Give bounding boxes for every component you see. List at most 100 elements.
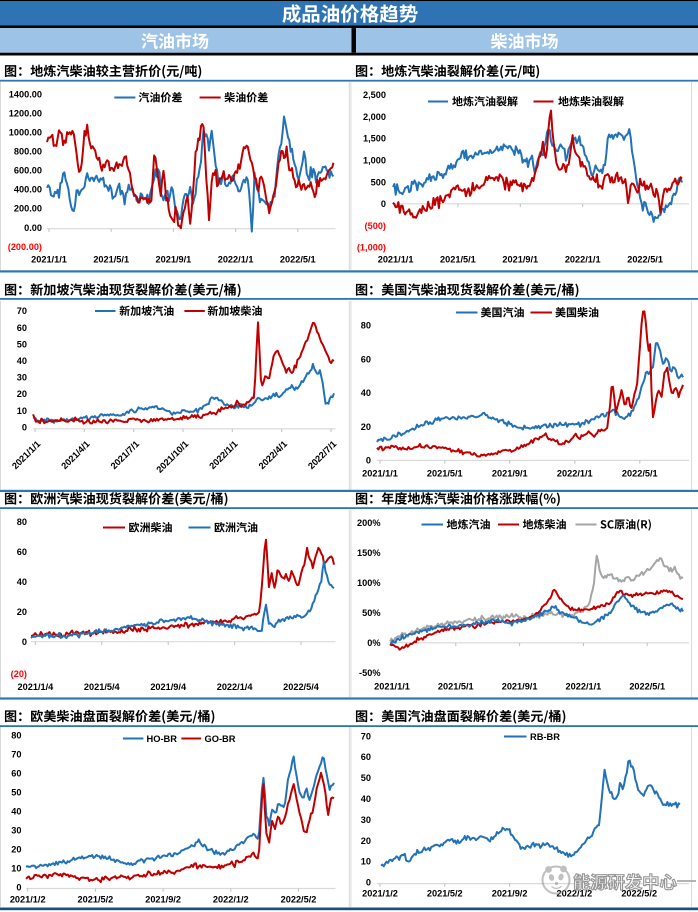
svg-text:2021/5/1: 2021/5/1 (93, 255, 129, 265)
svg-text:2022/5/2: 2022/5/2 (281, 895, 317, 905)
svg-text:0: 0 (22, 422, 27, 432)
svg-text:60: 60 (361, 752, 371, 762)
svg-text:2021/9/1: 2021/9/1 (492, 469, 528, 479)
svg-text:60: 60 (361, 354, 371, 364)
svg-text:2022/5/1: 2022/5/1 (627, 255, 663, 265)
svg-text:GO-BR: GO-BR (205, 734, 236, 744)
svg-text:0: 0 (366, 878, 371, 888)
svg-text:800.00: 800.00 (14, 147, 42, 157)
svg-text:1,500: 1,500 (363, 134, 386, 144)
svg-text:70: 70 (11, 749, 21, 759)
svg-text:-50%: -50% (359, 668, 380, 678)
svg-text:2021/9/2: 2021/9/2 (145, 895, 181, 905)
svg-text:0: 0 (366, 456, 371, 466)
svg-text:1200.00: 1200.00 (9, 108, 42, 118)
svg-text:60: 60 (11, 768, 21, 778)
svg-text:2021/9/1: 2021/9/1 (502, 255, 538, 265)
svg-text:2021/5/4: 2021/5/4 (84, 682, 121, 692)
svg-text:0.00: 0.00 (24, 223, 42, 233)
svg-text:30: 30 (11, 825, 21, 835)
svg-text:2021/1/2: 2021/1/2 (10, 895, 46, 905)
svg-text:2021/1/2: 2021/1/2 (362, 889, 398, 899)
svg-text:0: 0 (381, 199, 386, 209)
svg-text:50%: 50% (362, 608, 380, 618)
svg-text:80: 80 (11, 730, 21, 740)
svg-text:2021/5/2: 2021/5/2 (78, 895, 114, 905)
svg-text:2022/1/1: 2022/1/1 (566, 682, 602, 692)
svg-text:10: 10 (361, 857, 371, 867)
svg-text:2022/1/2: 2022/1/2 (557, 889, 593, 899)
svg-text:2022/1/1: 2022/1/1 (218, 255, 254, 265)
svg-text:2021/9/1: 2021/9/1 (502, 682, 538, 692)
svg-text:2021/1/1: 2021/1/1 (374, 682, 410, 692)
svg-text:1400.00: 1400.00 (9, 89, 42, 99)
svg-text:2021/7/1: 2021/7/1 (109, 439, 141, 471)
svg-text:2021/9/1: 2021/9/1 (156, 255, 192, 265)
svg-text:RB-BR: RB-BR (530, 732, 560, 742)
svg-text:40: 40 (17, 577, 27, 587)
svg-text:400.00: 400.00 (14, 185, 42, 195)
svg-text:50: 50 (17, 339, 27, 349)
svg-text:20: 20 (17, 607, 27, 617)
svg-text:2022/7/1: 2022/7/1 (306, 439, 338, 471)
svg-text:(500): (500) (365, 221, 386, 231)
svg-text:1000.00: 1000.00 (9, 127, 42, 137)
svg-text:2022/1/4: 2022/1/4 (217, 682, 254, 692)
svg-text:60: 60 (17, 547, 27, 557)
svg-text:500: 500 (371, 177, 386, 187)
svg-text:2021/5/1: 2021/5/1 (438, 682, 474, 692)
svg-text:200.00: 200.00 (14, 204, 42, 214)
svg-text:2021/5/2: 2021/5/2 (427, 889, 463, 899)
svg-text:20: 20 (361, 836, 371, 846)
svg-text:2022/1/1: 2022/1/1 (565, 255, 601, 265)
svg-text:2022/1/2: 2022/1/2 (213, 895, 249, 905)
svg-text:50: 50 (361, 773, 371, 783)
svg-text:2,500: 2,500 (363, 90, 386, 100)
svg-text:2021/10/1: 2021/10/1 (154, 439, 190, 475)
svg-text:0: 0 (16, 882, 21, 892)
svg-text:2021/1/1: 2021/1/1 (31, 255, 67, 265)
svg-text:2021/1/1: 2021/1/1 (362, 469, 398, 479)
svg-text:600.00: 600.00 (14, 166, 42, 176)
svg-text:40: 40 (361, 388, 371, 398)
svg-text:2022/1/1: 2022/1/1 (207, 439, 239, 471)
svg-text:(20): (20) (11, 669, 27, 679)
svg-text:20: 20 (361, 422, 371, 432)
svg-text:2021/1/1: 2021/1/1 (378, 255, 414, 265)
svg-text:40: 40 (17, 356, 27, 366)
svg-text:100%: 100% (357, 578, 381, 588)
svg-text:50: 50 (11, 787, 21, 797)
svg-text:2022/4/1: 2022/4/1 (257, 439, 289, 471)
svg-text:60: 60 (17, 323, 27, 333)
svg-text:2021/9/4: 2021/9/4 (150, 682, 187, 692)
svg-text:20: 20 (17, 389, 27, 399)
svg-text:2022/5/4: 2022/5/4 (283, 682, 320, 692)
svg-text:10: 10 (17, 406, 27, 416)
svg-text:1,000: 1,000 (363, 156, 386, 166)
svg-text:70: 70 (361, 731, 371, 741)
svg-text:2022/5/1: 2022/5/1 (629, 682, 665, 692)
svg-text:200%: 200% (357, 518, 381, 528)
svg-text:2022/5/1: 2022/5/1 (280, 255, 316, 265)
svg-text:40: 40 (11, 806, 21, 816)
svg-text:2022/5/1: 2022/5/1 (622, 469, 658, 479)
svg-text:80: 80 (361, 321, 371, 331)
svg-text:2021/1/4: 2021/1/4 (18, 682, 55, 692)
svg-text:0%: 0% (367, 638, 380, 648)
svg-text:HO-BR: HO-BR (147, 734, 178, 744)
svg-text:2021/9/2: 2021/9/2 (492, 889, 528, 899)
svg-text:70: 70 (17, 306, 27, 316)
svg-text:20: 20 (11, 844, 21, 854)
svg-text:2022/1/1: 2022/1/1 (557, 469, 593, 479)
svg-text:10: 10 (11, 863, 21, 873)
svg-text:30: 30 (17, 373, 27, 383)
svg-text:2021/4/1: 2021/4/1 (59, 439, 91, 471)
svg-text:80: 80 (17, 517, 27, 527)
svg-text:30: 30 (361, 815, 371, 825)
svg-text:2022/5/2: 2022/5/2 (621, 889, 657, 899)
svg-text:2021/5/1: 2021/5/1 (440, 255, 476, 265)
svg-text:2021/5/1: 2021/5/1 (427, 469, 463, 479)
svg-text:2,000: 2,000 (363, 112, 386, 122)
svg-text:150%: 150% (357, 548, 381, 558)
svg-text:(1,000): (1,000) (357, 243, 386, 253)
